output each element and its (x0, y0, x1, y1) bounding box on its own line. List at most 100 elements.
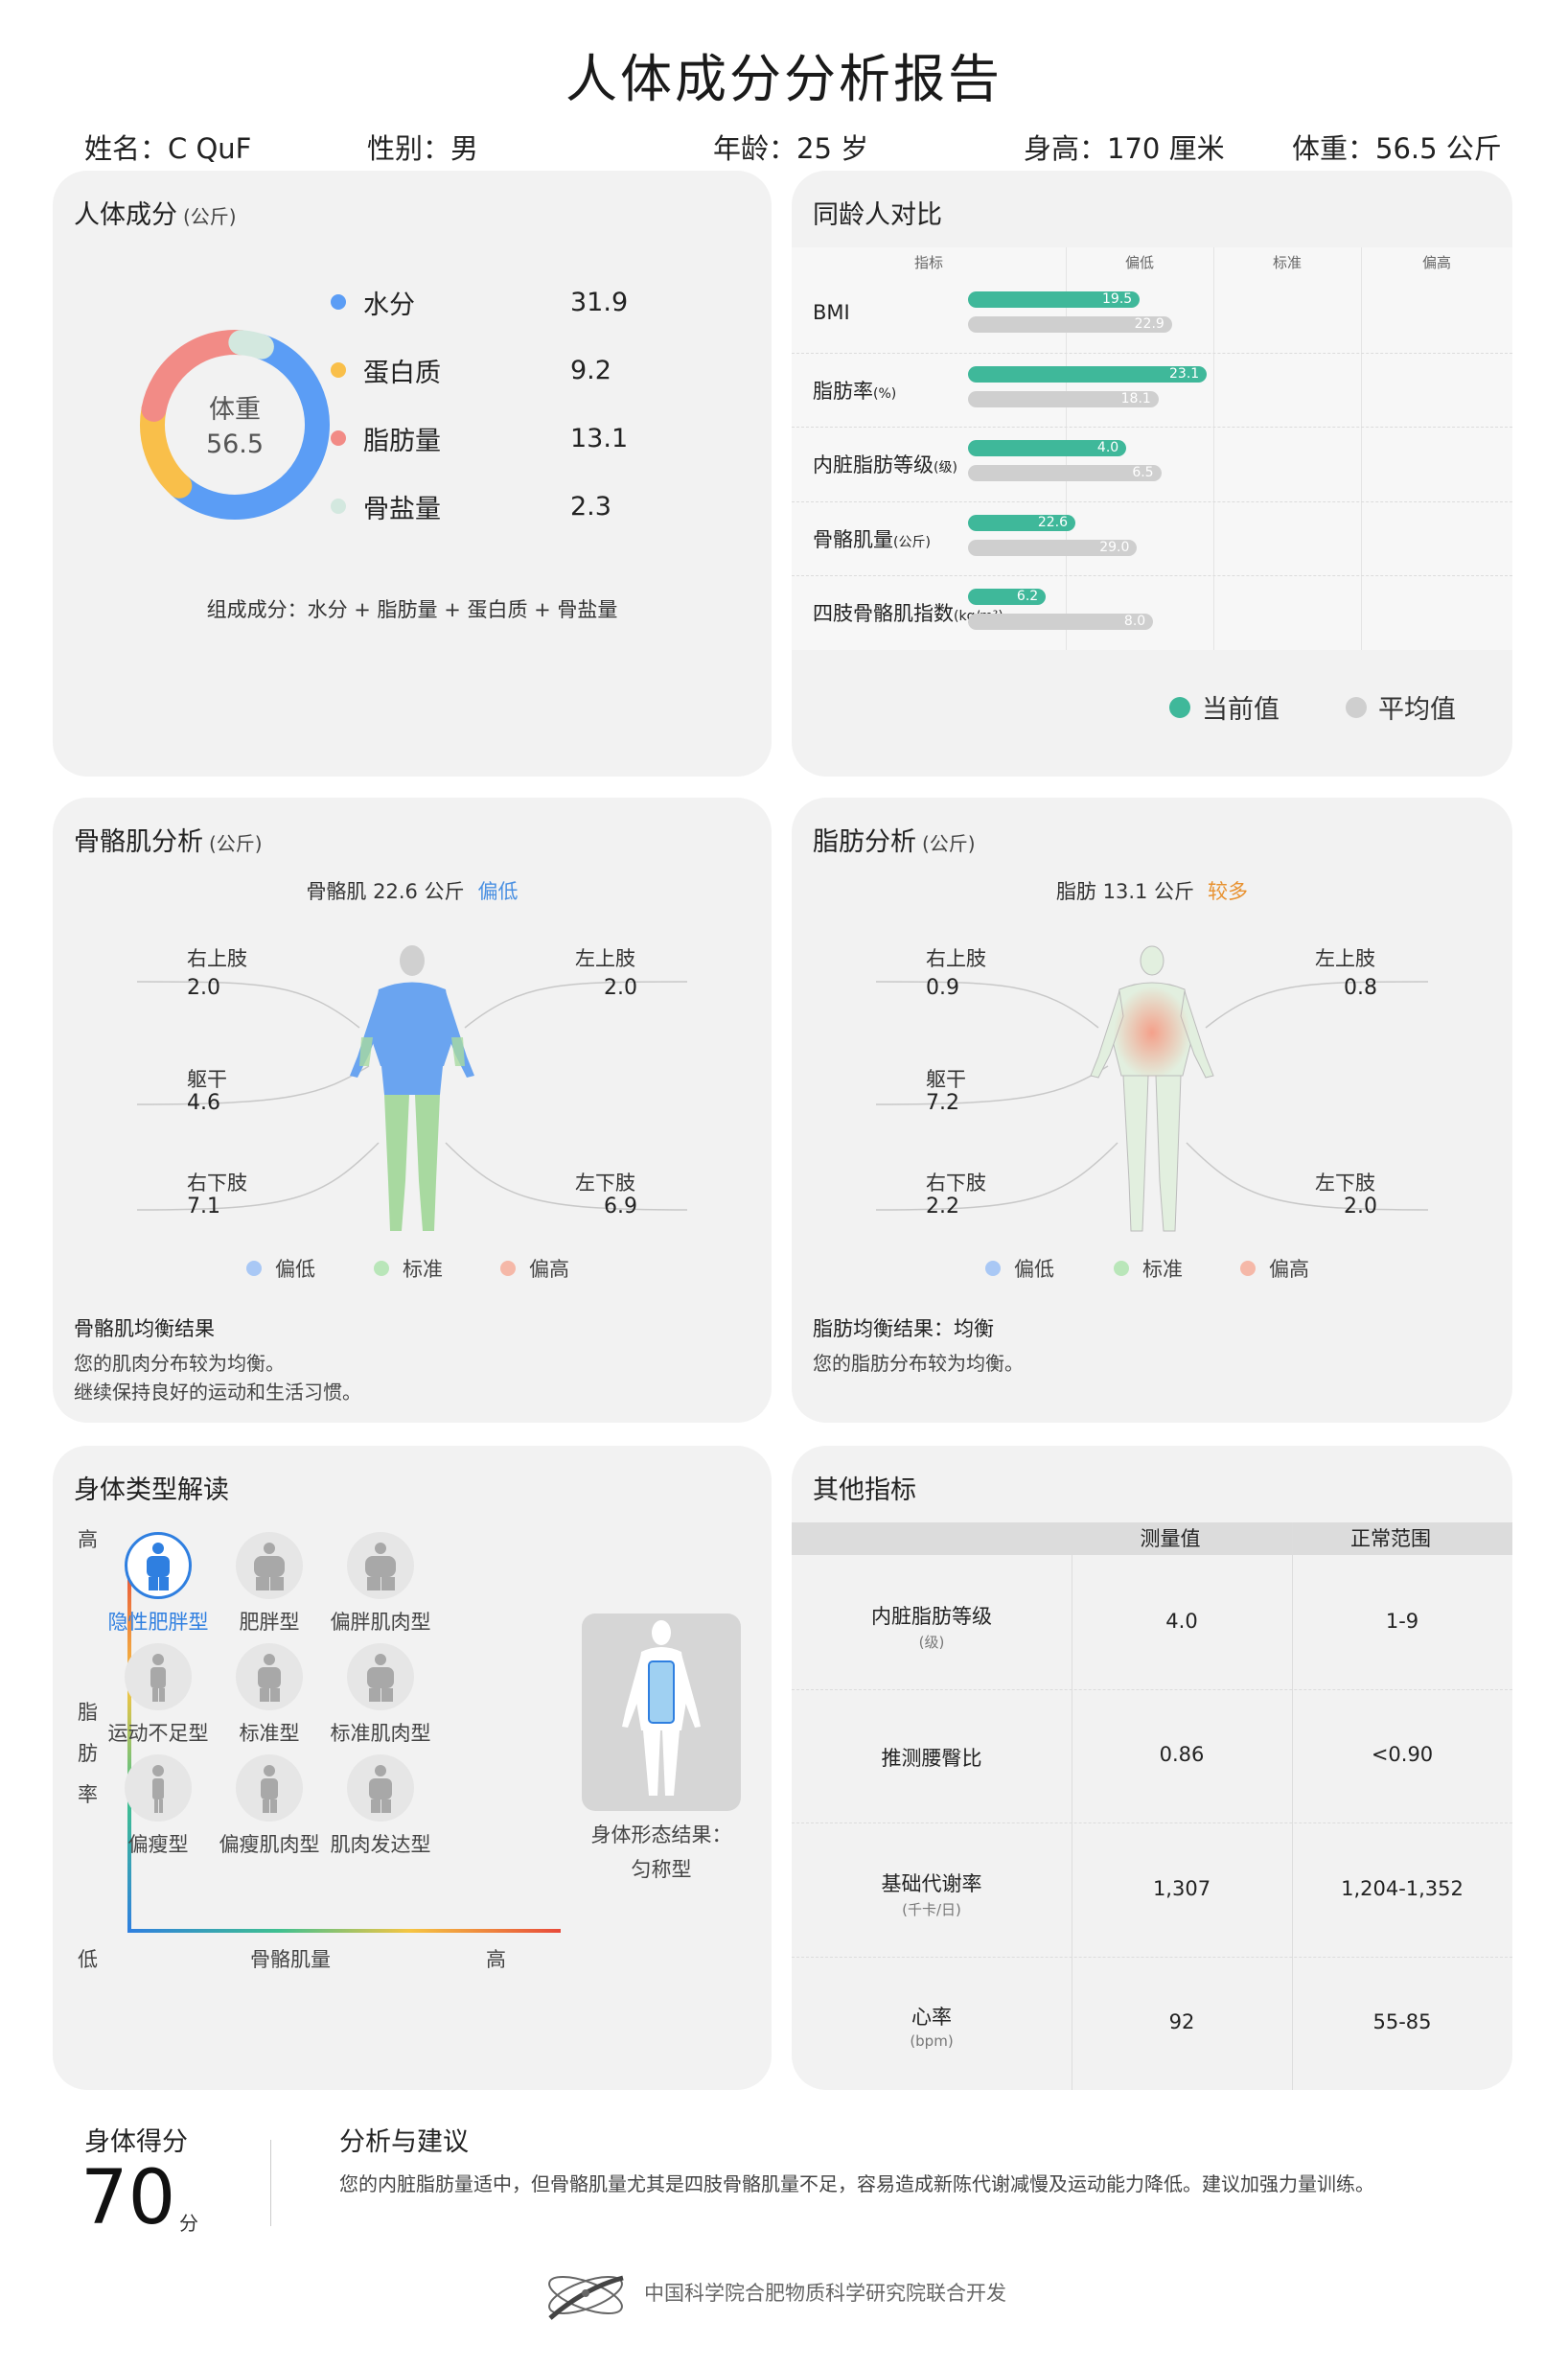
body-shape-box (582, 1613, 741, 1811)
x-axis-label: 骨骼肌量 (250, 1948, 331, 1971)
muscle-balance-title: 骨骼肌均衡结果 (74, 1317, 215, 1340)
peer-row-label: 骨骼肌量(公斤) (813, 527, 931, 551)
average-value-bar: 22.9 (968, 316, 1172, 333)
current-value-bar: 6.2 (968, 589, 1047, 606)
legend-value: 13.1 (570, 423, 629, 453)
cashi ps-logo (548, 2275, 624, 2320)
current-value-bar: 19.5 (968, 291, 1141, 308)
peer-comparison-card: 同龄人对比 指标 偏低 标准 偏高 BMI 19.5 22.9 脂肪率(%) 23.1 1… (792, 171, 1512, 777)
peer-header-standard: 标准 (1272, 254, 1302, 271)
report-title: 人体成分分析报告 (565, 49, 1003, 109)
y-axis-high: 高 (78, 1528, 98, 1551)
y-axis-low: 低 (78, 1948, 98, 1971)
legend-standard-dot (374, 1261, 389, 1276)
legend-value: 9.2 (570, 355, 611, 385)
body-type-1-2: 标准肌肉型 (325, 1643, 436, 1747)
muscle-left-lower-value: 6.9 (604, 1195, 637, 1219)
legend-dot (331, 362, 346, 378)
body-type-icon (125, 1754, 192, 1822)
legend-dot (331, 430, 346, 446)
body-type-0-0: 隐性肥胖型 (103, 1532, 214, 1636)
y-axis-label-3: 率 (78, 1783, 98, 1806)
metric-value: 92 (1168, 2010, 1195, 2034)
legend-low-dot (246, 1261, 262, 1276)
average-value-bar: 8.0 (968, 614, 1154, 631)
legend-name: 蛋白质 (363, 358, 441, 388)
metric-name: 内脏脂肪等级 (级) (871, 1604, 992, 1651)
body-type-2-1: 偏瘦肌肉型 (214, 1754, 325, 1858)
metric-value: 4.0 (1165, 1609, 1198, 1633)
legend-standard: 标准 (1114, 1254, 1183, 1283)
fat-left-lower-value: 2.0 (1344, 1195, 1377, 1219)
fat-figure (875, 945, 1429, 1232)
body-type-icon (347, 1532, 414, 1599)
body-type-label: 肌肉发达型 (330, 1833, 431, 1856)
peer-header-metric: 指标 (913, 254, 943, 271)
fat-summary: 脂肪 13.1 公斤 较多 (1055, 880, 1249, 903)
peer-header-high: 偏高 (1421, 254, 1451, 271)
fat-trunk-label: 躯干 (926, 1068, 966, 1091)
muscle-balance-line: 您的肌肉分布较为均衡。 (74, 1352, 285, 1375)
row-divider (792, 1822, 1512, 1823)
donut-center-label: 体重 (209, 395, 261, 425)
fat-left-upper-label: 左上肢 (1315, 947, 1375, 970)
body-type-label: 隐性肥胖型 (107, 1611, 209, 1634)
peer-row-label: 内脏脂肪等级(级) (813, 453, 957, 477)
muscle-right-upper-value: 2.0 (187, 976, 220, 1000)
legend-high-dot (1240, 1261, 1256, 1276)
fat-trunk-value: 7.2 (926, 1091, 959, 1115)
muscle-left-lower-label: 左下肢 (575, 1172, 635, 1195)
muscle-left-upper-value: 2.0 (604, 976, 637, 1000)
header-measured: 测量值 (1140, 1527, 1201, 1550)
body-type-icon (236, 1532, 303, 1599)
row-divider (792, 427, 1512, 429)
body-type-icon (125, 1643, 192, 1710)
composition-legend-item: 水分 31.9 (331, 281, 628, 323)
average-value-bar: 18.1 (968, 390, 1159, 407)
muscle-card: 骨骼肌分析 (公斤) 骨骼肌 22.6 公斤 偏低 右上肢 2.0 左上肢 2.0 … (53, 798, 772, 1423)
advice-title: 分析与建议 (339, 2127, 469, 2157)
body-type-label: 偏瘦型 (127, 1833, 189, 1856)
advice-text: 您的内脏脂肪量适中，但骨骼肌量尤其是四肢骨骼肌量不足，容易造成新陈代谢减慢及运动… (339, 2172, 1374, 2195)
body-type-icon (125, 1532, 192, 1599)
row-divider (792, 575, 1512, 577)
body-shape-value: 匀称型 (631, 1858, 692, 1881)
muscle-tag: 偏低 (477, 880, 519, 903)
fat-right-upper-value: 0.9 (926, 976, 959, 1000)
peer-row-label: 脂肪率(%) (813, 379, 897, 403)
legend-value: 2.3 (570, 491, 611, 522)
row-divider (792, 1688, 1512, 1690)
peer-table: 指标 偏低 标准 偏高 BMI 19.5 22.9 脂肪率(%) 23.1 18.1 内脏脂… (792, 247, 1512, 650)
legend-dot (331, 499, 346, 514)
fat-card: 脂肪分析 (公斤) 脂肪 13.1 公斤 较多 右上肢 0.9 左上肢 0.8 (792, 798, 1512, 1423)
muscle-right-lower-value: 7.1 (187, 1195, 220, 1219)
row-divider (792, 1956, 1512, 1958)
x-axis-high: 高 (486, 1948, 506, 1971)
fat-left-lower-label: 左下肢 (1315, 1172, 1375, 1195)
body-shape-label: 身体形态结果： (590, 1823, 732, 1846)
metric-value: 1,307 (1152, 1876, 1211, 1900)
body-type-card: 身体类型解读 高 脂 肪 率 低 骨骼肌量 高 隐性肥胖型 肥胖型 偏胖肌肉型 运动不… (53, 1446, 772, 2090)
y-axis-label-1: 脂 (78, 1701, 98, 1724)
metric-range: 1,204-1,352 (1341, 1876, 1464, 1900)
fat-right-lower-value: 2.2 (926, 1195, 959, 1219)
muscle-trunk-value: 4.6 (187, 1091, 220, 1115)
metric-range: <0.90 (1371, 1743, 1434, 1767)
metric-value: 0.86 (1159, 1743, 1205, 1767)
legend-low: 偏低 (246, 1254, 315, 1283)
score-unit: 分 (179, 2212, 198, 2235)
col-divider (1361, 247, 1362, 650)
fat-left-upper-value: 0.8 (1344, 976, 1377, 1000)
donut-slice-0 (167, 334, 330, 520)
legend-value: 31.9 (570, 287, 629, 317)
peer-row-label: BMI (813, 301, 850, 324)
metric-range: 1-9 (1385, 1609, 1419, 1633)
muscle-figure (136, 945, 688, 1231)
donut-slice-3 (228, 330, 274, 360)
legend-name: 水分 (363, 290, 415, 320)
metric-name: 心率 (bpm) (910, 2006, 954, 2051)
average-value-bar: 29.0 (968, 539, 1138, 556)
body-type-label: 肥胖型 (239, 1611, 300, 1634)
legend-average: 平均值 (1346, 688, 1456, 726)
fat-body (1090, 945, 1214, 1232)
